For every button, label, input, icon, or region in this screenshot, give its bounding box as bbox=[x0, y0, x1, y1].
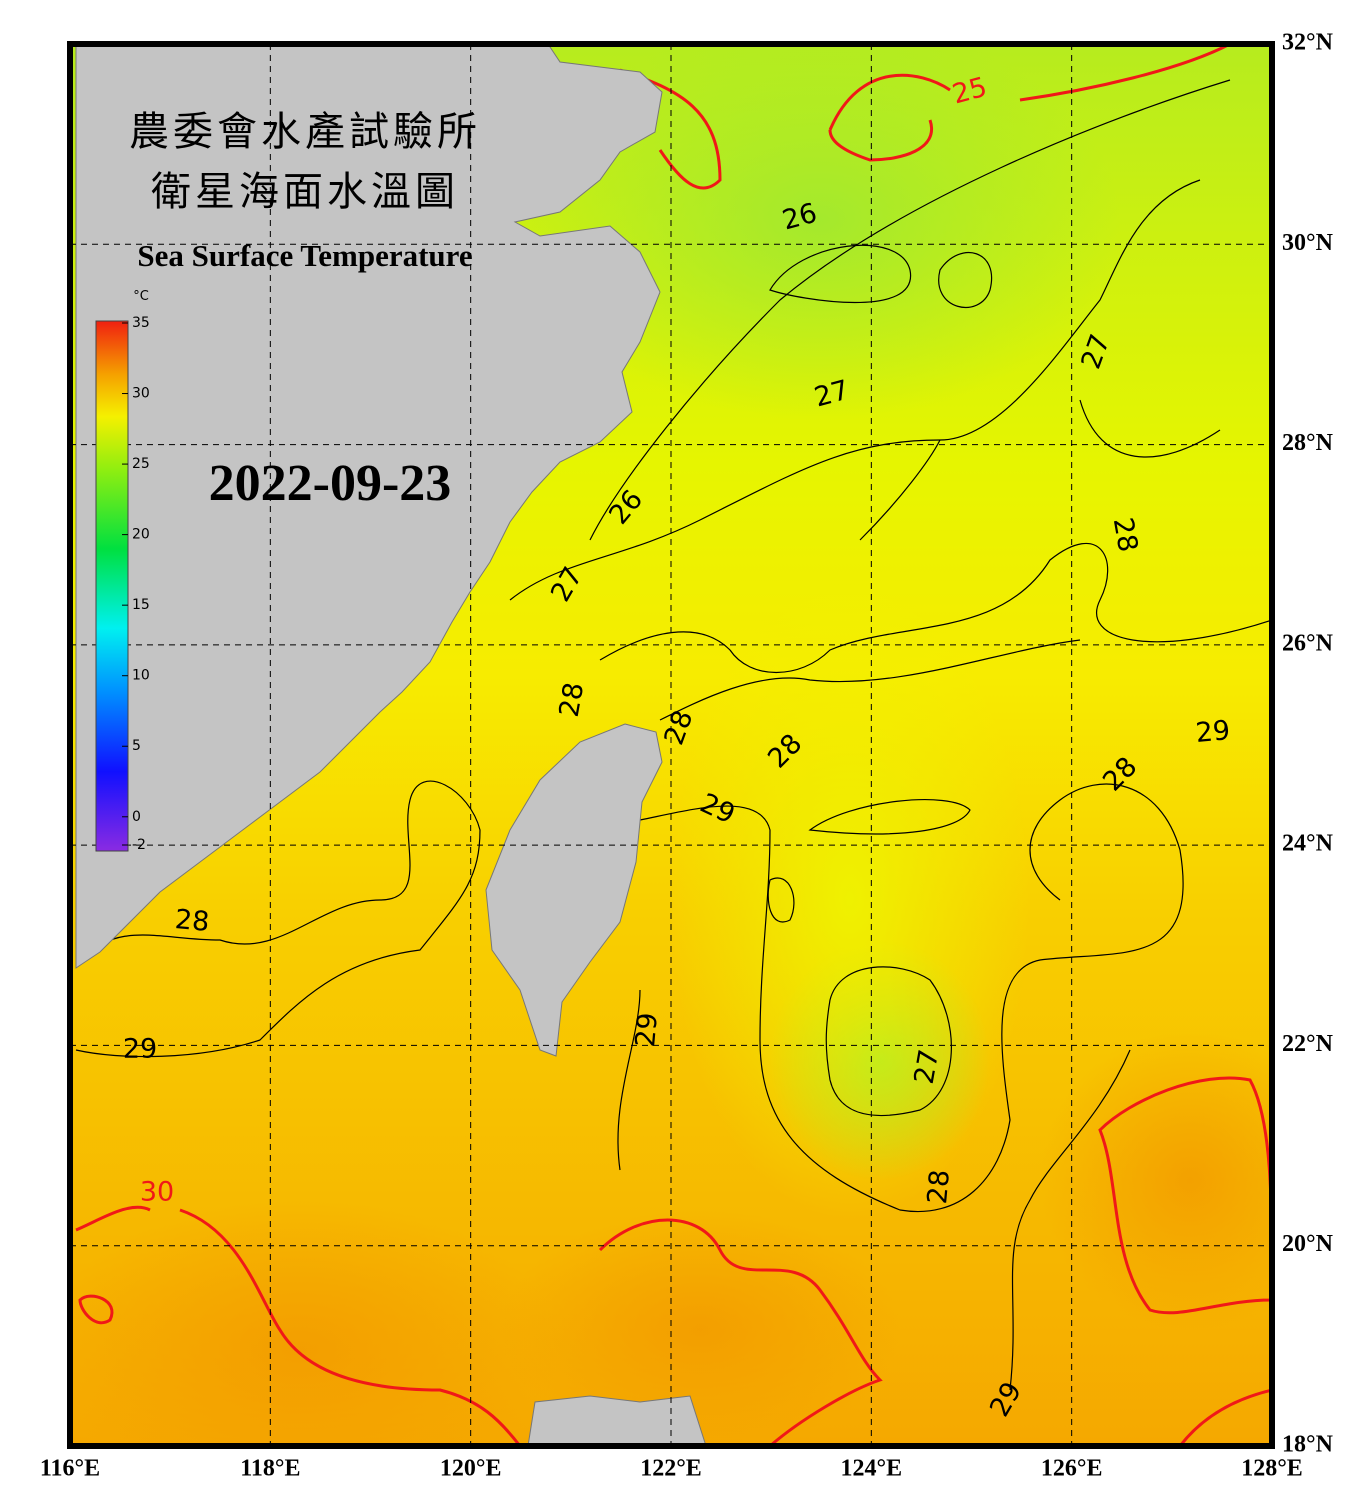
title-zh: 農委會水產試驗所 bbox=[129, 109, 481, 155]
contours bbox=[75, 79, 1272, 1391]
lon-label: 126°E bbox=[1041, 1456, 1103, 1482]
cool-patch bbox=[520, 44, 1120, 420]
colorbar-tick-label: 20 bbox=[132, 527, 150, 543]
lat-label: 24°N bbox=[1282, 831, 1334, 857]
lat-label: 26°N bbox=[1282, 630, 1334, 656]
lat-label: 30°N bbox=[1282, 230, 1334, 256]
mainland bbox=[75, 44, 663, 969]
colorbar-tick-label: 30 bbox=[132, 386, 150, 402]
contour-label: 27 bbox=[909, 1047, 945, 1086]
lat-label: 22°N bbox=[1282, 1031, 1334, 1057]
contour-label: 29 bbox=[1194, 715, 1231, 749]
contour-label: 29 bbox=[630, 1011, 664, 1048]
colorbar-tick-label: 25 bbox=[132, 456, 150, 472]
colorbar-ticks: 35 30 25 20 15 10 5 0 -2 bbox=[122, 315, 150, 853]
title-en: Sea Surface Temperature bbox=[137, 238, 472, 273]
lat-label: 28°N bbox=[1282, 430, 1334, 456]
colorbar-tick-label: 10 bbox=[132, 668, 150, 684]
date: 2022-09-23 bbox=[209, 455, 452, 512]
lon-label: 122°E bbox=[640, 1456, 702, 1482]
graticule bbox=[70, 44, 1272, 1446]
colorbar-unit: °C bbox=[133, 289, 149, 304]
warm-patch bbox=[1040, 1030, 1272, 1330]
red-contours bbox=[75, 44, 1272, 1446]
subtitle-zh: 衛星海面水溫圖 bbox=[151, 169, 459, 215]
colorbar-tick-label: 15 bbox=[132, 597, 150, 613]
lat-label: 18°N bbox=[1282, 1432, 1334, 1458]
warm-patch bbox=[670, 580, 1030, 1220]
contour-label: 29 bbox=[123, 1034, 157, 1065]
axis-labels: 116°E 118°E 120°E 122°E 124°E 126°E 128°E 32°N 3… bbox=[40, 30, 1334, 1482]
taiwan bbox=[485, 723, 663, 1057]
luzon bbox=[527, 1395, 707, 1446]
colorbar bbox=[95, 320, 129, 852]
lat-label: 32°N bbox=[1282, 30, 1334, 56]
contour-label: 28 bbox=[554, 680, 590, 719]
lon-label: 128°E bbox=[1241, 1456, 1303, 1482]
contour-label: 30 bbox=[140, 1177, 174, 1208]
lon-label: 118°E bbox=[240, 1456, 300, 1482]
lon-label: 124°E bbox=[841, 1456, 903, 1482]
colorbar-tick-label: 0 bbox=[132, 809, 141, 825]
lat-label: 20°N bbox=[1282, 1231, 1334, 1257]
colorbar-tick-label: 35 bbox=[132, 315, 150, 331]
colorbar-tick-label: -2 bbox=[132, 837, 146, 853]
colorbar-tick-label: 5 bbox=[132, 738, 141, 754]
lon-label: 116°E bbox=[40, 1456, 100, 1482]
contour-label: 28 bbox=[1107, 515, 1143, 554]
warm-patch bbox=[500, 1210, 900, 1446]
contour-label: 28 bbox=[174, 904, 211, 938]
warm-patch bbox=[70, 1200, 560, 1446]
contour-label: 28 bbox=[922, 1168, 956, 1205]
frame bbox=[67, 41, 1275, 1449]
lon-label: 120°E bbox=[440, 1456, 502, 1482]
